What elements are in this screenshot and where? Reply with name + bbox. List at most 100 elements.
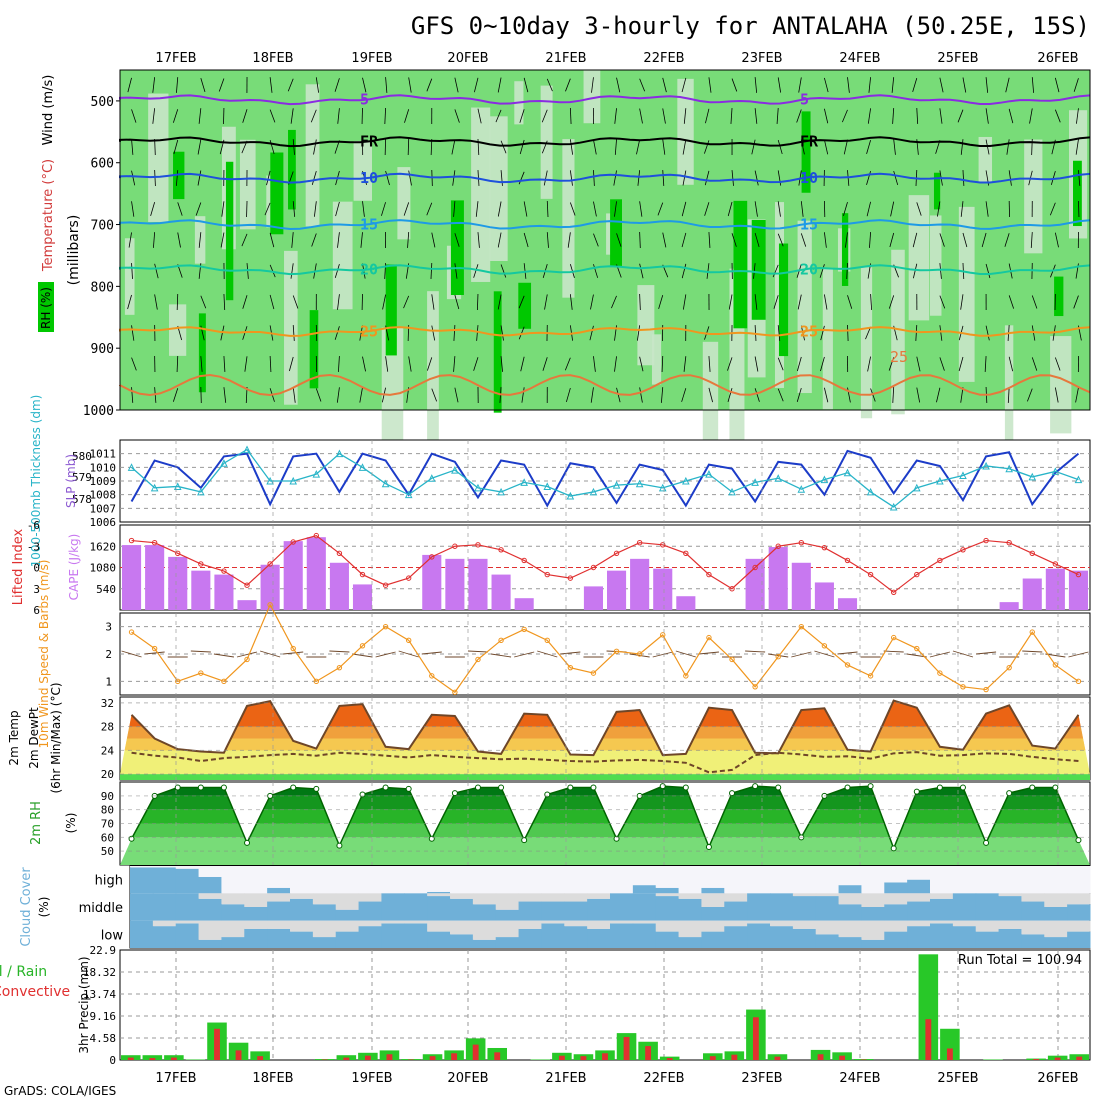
thickness-marker <box>866 487 875 496</box>
wind-speed-marker <box>1029 629 1035 635</box>
surface-wind-barb <box>837 651 858 655</box>
wind-barb <box>590 294 594 310</box>
cloud-cover-bar <box>838 885 862 894</box>
date-label-bottom: 17FEB <box>155 1071 196 1086</box>
date-label-bottom: 21FEB <box>545 1071 586 1086</box>
wind-barb <box>704 170 710 186</box>
precip-convective-bar <box>127 1057 134 1060</box>
cape-bar <box>352 584 373 610</box>
wind-barb <box>152 108 156 124</box>
surface-wind-barb <box>421 651 442 655</box>
surface-wind-barb <box>883 650 904 653</box>
wind-barb <box>565 78 571 92</box>
wind-barb <box>497 232 502 248</box>
cloud-cover-bar <box>130 893 154 921</box>
precip-convective-bar <box>558 1055 565 1060</box>
cloud-clear-bar <box>861 893 885 907</box>
cloud-cover-bar <box>495 909 520 921</box>
cloud-cover-bar <box>701 887 725 894</box>
wind-barb <box>616 233 622 247</box>
wind-barb <box>152 77 156 93</box>
wind-speed-marker <box>244 656 250 663</box>
wind-barb <box>591 77 594 93</box>
wind-barb <box>453 356 456 372</box>
wind-barb <box>614 108 617 124</box>
cloud-cover-bar <box>792 896 817 921</box>
wind-barb <box>960 387 964 403</box>
wind-barb <box>384 108 386 124</box>
cloud-clear-bar <box>267 920 291 929</box>
wind-barb <box>500 356 503 372</box>
thickness-marker <box>358 463 367 471</box>
lifted-index-marker <box>1052 561 1059 567</box>
wind-barb <box>310 109 317 123</box>
wind-barb <box>727 387 733 403</box>
rh-dry-patch <box>471 107 491 282</box>
cloud-cover-bar <box>427 896 451 921</box>
wind-barb <box>198 232 202 248</box>
wind-barb <box>777 388 784 402</box>
rh-tick-label: 80 <box>101 804 114 817</box>
wind-barb <box>824 387 829 403</box>
wind-barb <box>337 294 340 310</box>
wind-barb <box>564 357 571 371</box>
cloud-clear-bar <box>724 920 748 927</box>
wind-barb <box>546 232 549 248</box>
wind-barb <box>824 232 827 248</box>
cloud-clear-bar <box>541 920 565 924</box>
wind-barb <box>708 387 713 403</box>
wind-barb <box>154 170 156 186</box>
wind-barb <box>731 233 737 247</box>
cloud-clear-bar <box>1067 866 1091 894</box>
cloud-clear-bar <box>1021 893 1045 902</box>
wind-barb <box>431 232 436 248</box>
wind-barb <box>754 77 758 93</box>
lifted-index-marker <box>636 540 643 546</box>
precip-convective-bar <box>364 1055 371 1060</box>
wind-barb <box>177 202 183 216</box>
wind-barb <box>176 77 179 93</box>
cloud-cover-bar <box>221 937 245 948</box>
date-label-top: 21FEB <box>545 51 586 66</box>
pressure-tick-label: 800 <box>91 280 114 295</box>
rh-dry-patch <box>305 84 320 227</box>
rh-moist-patch <box>385 264 397 356</box>
precip-convective-bar <box>709 1056 716 1060</box>
cloud-cover-bar <box>1021 901 1045 921</box>
wind-barb <box>939 77 944 93</box>
precip-convective-bar <box>386 1054 393 1060</box>
temp-tick-label: 32 <box>101 697 114 710</box>
wind-barb <box>454 109 460 123</box>
wind-barb <box>1075 387 1079 403</box>
precip-total-bar <box>250 1051 270 1060</box>
wind-barb <box>544 294 548 310</box>
wind-barb <box>543 170 548 186</box>
lifted-index-marker <box>752 564 758 571</box>
rh-dry-patch <box>891 249 905 415</box>
rh-marker <box>936 784 943 791</box>
rh-dry-patch <box>124 238 135 315</box>
cloud-clear-bar <box>975 866 1000 894</box>
wind-barb <box>244 356 248 372</box>
wind-barb <box>200 78 206 92</box>
wind-barb <box>1007 387 1010 403</box>
rh-marker <box>267 792 274 799</box>
rh-line <box>130 785 1080 851</box>
cloud-clear-bar <box>312 866 337 894</box>
wind-barb <box>662 139 666 155</box>
wind-barb <box>754 108 758 124</box>
wind-barb <box>426 202 433 216</box>
date-label-bottom: 19FEB <box>351 1071 392 1086</box>
cloud-clear-bar <box>930 866 954 894</box>
wind-speed-marker <box>359 643 366 649</box>
wind-barb <box>381 202 386 216</box>
wind-barb <box>639 356 644 372</box>
lifted-index-marker <box>290 539 296 545</box>
surface-wind-barb <box>629 653 650 658</box>
cloud-cover-bar <box>404 893 428 921</box>
wind-barb <box>288 356 294 372</box>
cape-bar <box>468 558 488 610</box>
wind-barb <box>500 170 503 186</box>
cloud-cover-bar <box>838 904 862 921</box>
wind-barb <box>360 232 363 248</box>
